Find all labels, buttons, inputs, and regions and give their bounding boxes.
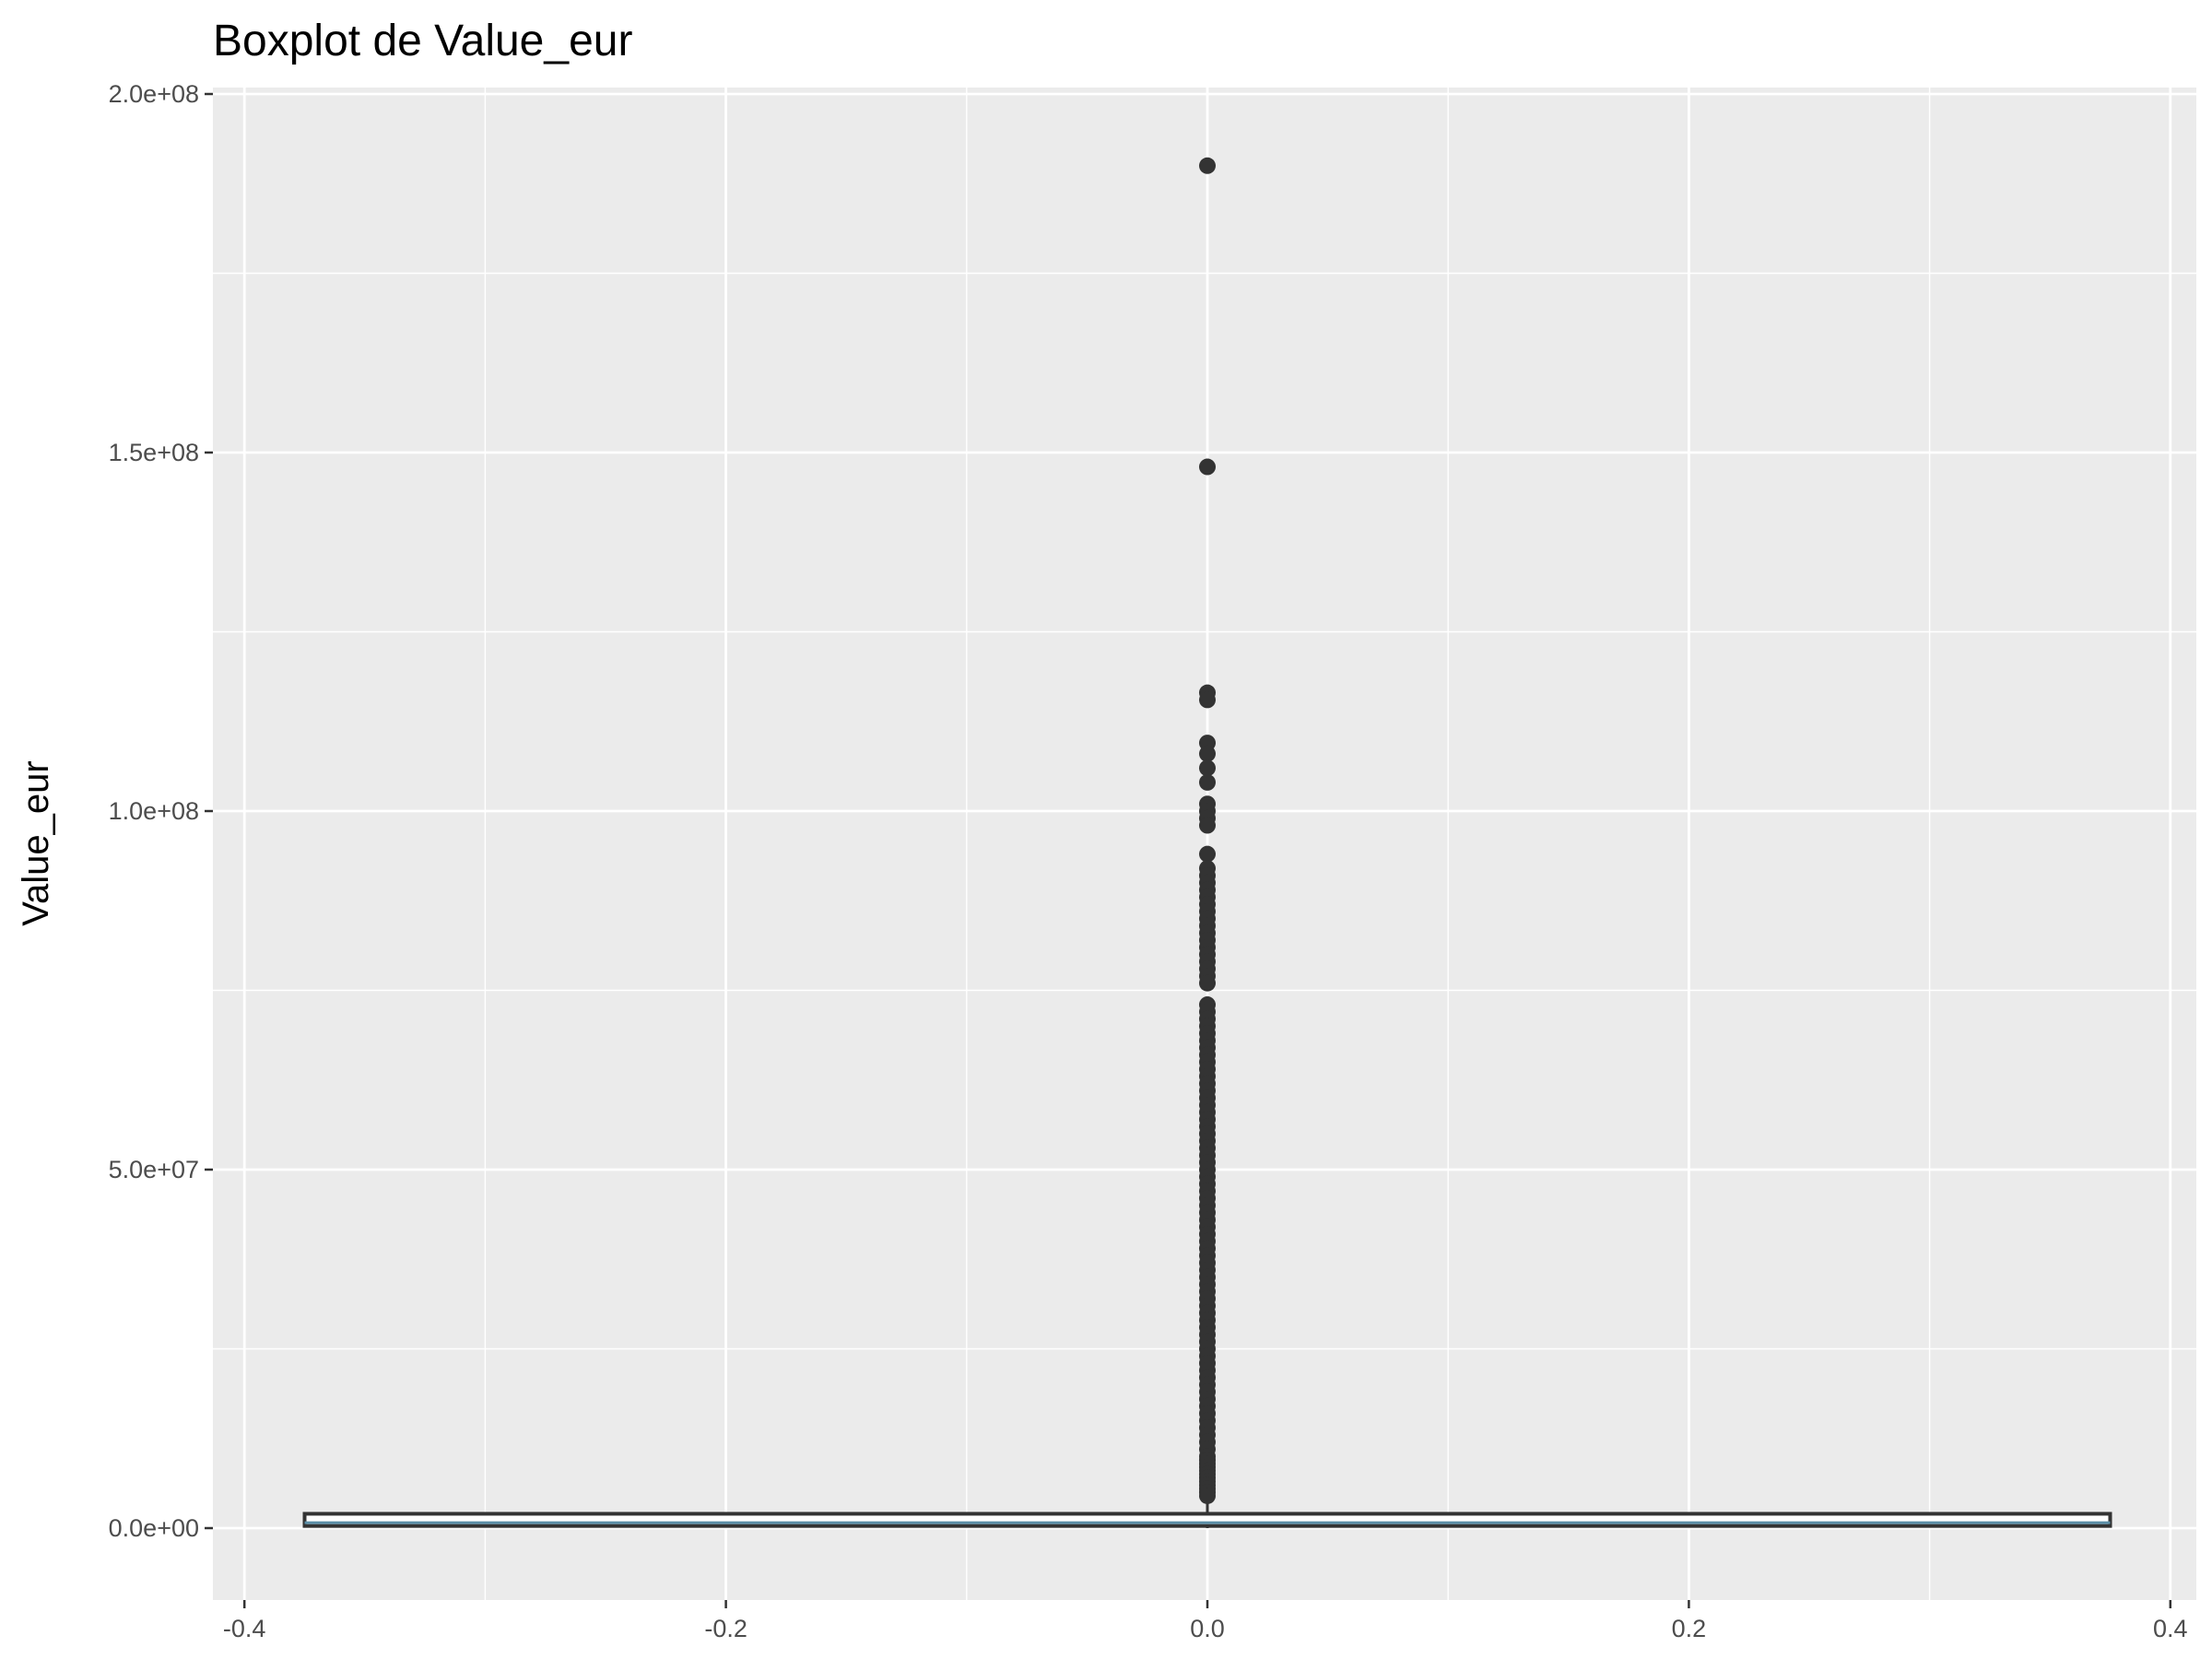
x-tick-label: 0.2	[1672, 1615, 1707, 1642]
x-tick-label: 0.0	[1190, 1615, 1225, 1642]
chart-title: Boxplot de Value_eur	[213, 17, 632, 65]
x-tick-label: -0.2	[704, 1615, 747, 1642]
outlier-point	[1199, 974, 1216, 992]
outlier-point	[1199, 817, 1216, 834]
outlier-point	[1199, 691, 1216, 709]
y-axis: 0.0e+00 5.0e+07 1.0e+08 1.5e+08 2.0e+08	[109, 80, 213, 1542]
y-tick-label: 0.0e+00	[109, 1514, 199, 1542]
x-tick-label: -0.4	[223, 1615, 266, 1642]
x-axis: -0.4 -0.2 0.0 0.2 0.4	[223, 1600, 2188, 1642]
outlier-point	[1199, 773, 1216, 791]
outliers	[1199, 157, 1216, 1504]
outlier-point	[1199, 458, 1216, 476]
outlier-point	[1199, 759, 1216, 777]
box-group	[302, 1512, 2112, 1528]
y-tick-label: 1.5e+08	[109, 439, 199, 466]
box-rect	[302, 1512, 2112, 1528]
outlier-point	[1199, 157, 1216, 174]
outlier-point	[1199, 745, 1216, 762]
outlier-point	[1199, 1487, 1216, 1504]
y-tick-label: 2.0e+08	[109, 80, 199, 108]
y-tick-label: 5.0e+07	[109, 1156, 199, 1183]
outlier-point	[1199, 845, 1216, 863]
x-tick-label: 0.4	[2153, 1615, 2188, 1642]
y-tick-label: 1.0e+08	[109, 797, 199, 825]
y-axis-title: Value_eur	[16, 760, 56, 925]
